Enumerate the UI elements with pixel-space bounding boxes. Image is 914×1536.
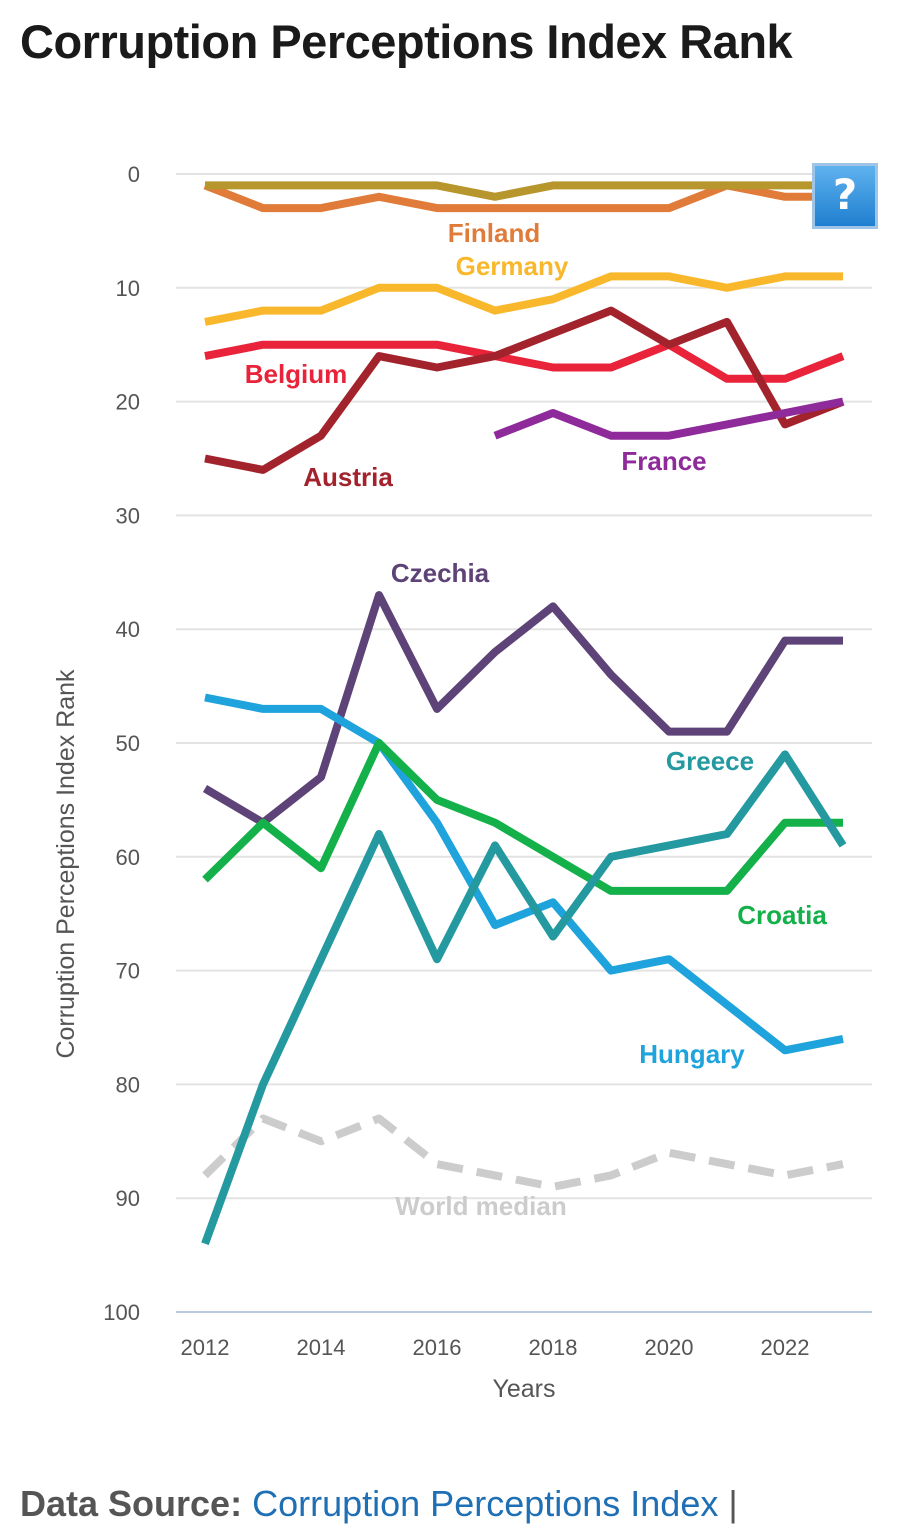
series-line-austria: [204, 306, 845, 474]
help-button[interactable]: ?: [812, 163, 878, 229]
series-label-belgium: Belgium: [245, 359, 348, 389]
x-tick-label: 2018: [529, 1335, 578, 1360]
series-label-hungary: Hungary: [639, 1039, 745, 1069]
series-label-finland: Finland: [448, 218, 540, 248]
x-tick-label: 2022: [761, 1335, 810, 1360]
series-label-croatia: Croatia: [737, 900, 827, 930]
x-tick-label: 2014: [297, 1335, 346, 1360]
data-source-separator: |: [728, 1483, 738, 1524]
y-tick-label: 90: [116, 1186, 140, 1211]
y-tick-label: 10: [116, 276, 140, 301]
y-tick-label: 100: [103, 1300, 140, 1325]
y-tick-label: 40: [116, 617, 140, 642]
series-label-world-median: World median: [395, 1191, 566, 1221]
series-label-czechia: Czechia: [391, 558, 490, 588]
series-label-france: France: [621, 446, 706, 476]
chart-title: Corruption Perceptions Index Rank: [20, 15, 793, 68]
y-tick-label: 20: [116, 390, 140, 415]
series-line-world-median: [202, 1114, 844, 1191]
x-axis-title: Years: [492, 1375, 555, 1403]
series-line-unlabeled: [205, 181, 843, 201]
series-label-greece: Greece: [666, 746, 754, 776]
series-line-croatia: [202, 739, 843, 895]
y-tick-label: 0: [128, 162, 140, 187]
y-tick-label: 80: [116, 1072, 140, 1097]
data-source: Data Source: Corruption Perceptions Inde…: [20, 1483, 738, 1525]
series-label-germany: Germany: [456, 251, 569, 281]
y-tick-label: 70: [116, 959, 140, 984]
y-axis-title: Corruption Perceptions Index Rank: [52, 669, 80, 1059]
line-chart: 0 10 20 30 40 50 60 70 80 90 100 2012 2014 2016 2018 20…: [52, 162, 872, 1403]
y-tick-label: 30: [116, 503, 140, 528]
series-line-belgium: [204, 340, 845, 383]
y-tick-label: 60: [116, 845, 140, 870]
series-line-czechia: [202, 591, 843, 827]
series-line-germany: [204, 272, 843, 326]
series-label-austria: Austria: [303, 462, 393, 492]
data-source-label: Data Source:: [20, 1483, 243, 1524]
data-source-link[interactable]: Corruption Perceptions Index: [252, 1483, 719, 1524]
series-line-greece: [201, 750, 847, 1246]
series-line-france: [493, 397, 844, 440]
series-line-hungary: [204, 693, 844, 1055]
x-tick-label: 2012: [181, 1335, 230, 1360]
x-tick-label: 2016: [413, 1335, 462, 1360]
y-tick-label: 50: [116, 731, 140, 756]
x-tick-label: 2020: [645, 1335, 694, 1360]
